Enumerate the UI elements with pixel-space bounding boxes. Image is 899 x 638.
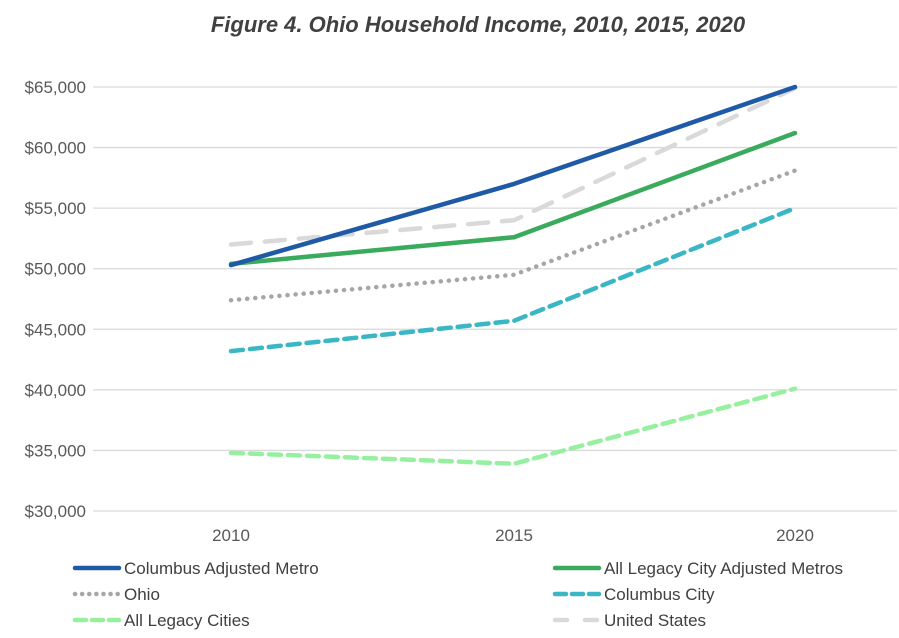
y-tick-label: $60,000 — [25, 139, 86, 158]
series-line-all-legacy-city-adjusted-metros — [228, 130, 798, 267]
x-axis-ticks: 2010 2015 2020 — [212, 526, 814, 545]
legend-label: Columbus Adjusted Metro — [124, 559, 319, 578]
series-line-columbus-city — [228, 205, 798, 354]
x-tick-label: 2010 — [212, 526, 250, 545]
y-tick-label: $50,000 — [25, 260, 86, 279]
y-tick-label: $65,000 — [25, 78, 86, 97]
series-line-all-legacy-cities — [228, 386, 798, 467]
gridlines — [93, 86, 897, 512]
legend-label: All Legacy City Adjusted Metros — [604, 559, 843, 578]
y-axis-ticks: $30,000 $35,000 $40,000 $45,000 $50,000 $55,0… — [25, 78, 86, 521]
x-tick-label: 2020 — [776, 526, 814, 545]
y-tick-label: $35,000 — [25, 441, 86, 460]
y-tick-label: $45,000 — [25, 320, 86, 339]
y-tick-label: $55,000 — [25, 199, 86, 218]
series-line-ohio — [228, 168, 798, 303]
y-tick-label: $40,000 — [25, 381, 86, 400]
legend-label: Ohio — [124, 585, 160, 604]
y-tick-label: $30,000 — [25, 502, 86, 521]
series-lines — [228, 84, 798, 467]
legend: Columbus Adjusted Metro All Legacy City A… — [72, 559, 843, 630]
legend-label: Columbus City — [604, 585, 715, 604]
series-line-columbus-adjusted-metro — [228, 84, 798, 268]
series-line-united-states — [228, 85, 798, 247]
legend-label: United States — [604, 611, 706, 630]
x-tick-label: 2015 — [495, 526, 533, 545]
chart-title: Figure 4. Ohio Household Income, 2010, 2… — [211, 12, 746, 37]
legend-label: All Legacy Cities — [124, 611, 250, 630]
